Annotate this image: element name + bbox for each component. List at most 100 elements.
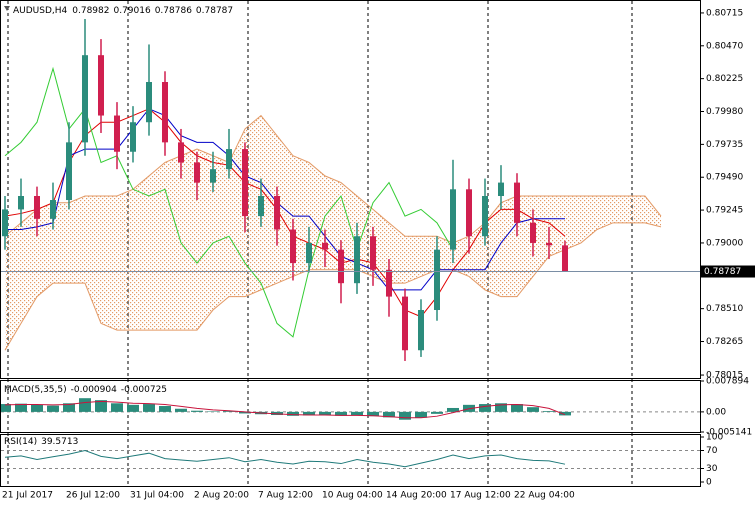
- candle-body: [546, 242, 552, 246]
- indicator-line: [5, 108, 565, 291]
- candle-body: [354, 236, 360, 284]
- candle-body: [162, 82, 168, 143]
- macd-bar: [303, 411, 315, 416]
- y-tick-label: 0: [706, 478, 712, 488]
- x-tick-label: 14 Aug 20:00: [386, 491, 447, 501]
- rsi-frame: [0, 434, 701, 487]
- candle-body: [482, 196, 488, 237]
- candle-body: [130, 122, 136, 152]
- last-low: 0.78786: [155, 6, 192, 16]
- x-tick-label: 21 Jul 2017: [2, 491, 53, 501]
- macd-bar: [175, 408, 187, 412]
- candle-body: [450, 189, 456, 250]
- macd-last: -0.000904: [71, 385, 117, 395]
- candle-body: [114, 115, 120, 152]
- macd-bar: [159, 406, 171, 412]
- macd-bar: [223, 411, 235, 412]
- x-tick-label: 17 Aug 12:00: [450, 491, 511, 501]
- candle-body: [66, 142, 72, 201]
- x-tick-label: 7 Aug 12:00: [258, 491, 313, 501]
- candle-body: [226, 149, 232, 170]
- rsi-last: 39.5713: [41, 437, 78, 447]
- macd-bar: [319, 411, 331, 416]
- candle-body: [210, 169, 216, 183]
- macd-bar: [111, 403, 123, 412]
- candle-body: [418, 310, 424, 351]
- macd-bar: [95, 400, 107, 412]
- symbol: AUDUSD,H4: [13, 6, 68, 16]
- plot-layer: [0, 1, 700, 486]
- y-tick-label: 0.80715: [706, 8, 743, 18]
- cloud: [5, 115, 661, 351]
- main-header: AUDUSD,H4 0.78982 0.79016 0.78786 0.78787: [13, 6, 233, 16]
- y-tick-label: 70: [706, 446, 718, 456]
- last-open: 0.78982: [72, 6, 109, 16]
- y-tick-label: 0.78015: [706, 371, 743, 381]
- main-frame: [0, 0, 701, 379]
- macd-bar: [367, 411, 379, 417]
- candle-body: [402, 296, 408, 351]
- macd-bar: [0, 404, 11, 412]
- y-tick-label: 0.80470: [706, 41, 743, 51]
- y-tick-label: -0.005141: [706, 428, 752, 438]
- rsi-line: [4, 449, 566, 468]
- candle-body: [514, 182, 520, 223]
- price-tag: [701, 265, 755, 278]
- candle-body: [386, 269, 392, 297]
- candle-body: [34, 196, 40, 219]
- candle-body: [274, 196, 280, 230]
- y-tick-label: 0.007894: [706, 377, 749, 387]
- candle-body: [498, 182, 504, 197]
- y-tick-label: 0.79000: [706, 238, 743, 248]
- macd-bar: [543, 411, 555, 412]
- macd-bar: [527, 407, 539, 412]
- macd-bar: [383, 411, 395, 418]
- x-tick-label: 22 Aug 04:00: [514, 491, 575, 501]
- macd-bar: [559, 411, 571, 416]
- last-close: 0.78787: [196, 6, 233, 16]
- candle-body: [322, 242, 328, 250]
- y-tick-label: 0.79245: [706, 206, 743, 216]
- macd-bar: [479, 404, 491, 412]
- macd-bar: [511, 404, 523, 412]
- macd-bar: [63, 403, 75, 412]
- macd-bar: [399, 411, 411, 420]
- price-tag-label: 0.78787: [704, 267, 741, 277]
- macd-bar: [207, 411, 219, 412]
- y-tick-label: 0.00: [706, 407, 726, 417]
- candle-body: [146, 82, 152, 123]
- macd-frame: [0, 380, 701, 433]
- macd-bar: [47, 405, 59, 412]
- y-tick-label: 0.79980: [706, 107, 743, 117]
- macd-bar: [335, 411, 347, 416]
- x-tick-label: 2 Aug 20:00: [194, 491, 249, 501]
- candle-body: [178, 142, 184, 163]
- candle-body: [2, 209, 8, 237]
- candle-body: [98, 55, 104, 116]
- macd-bar: [191, 410, 203, 412]
- macd-bar: [495, 403, 507, 412]
- macd-title: MACD(5,35,5): [4, 385, 67, 395]
- signal-line: [4, 400, 566, 419]
- rsi-title: RSI(14): [4, 437, 37, 447]
- macd-bar: [239, 411, 251, 414]
- y-tick-label: 30: [706, 464, 718, 474]
- macd-bar: [415, 411, 427, 418]
- candle-body: [306, 242, 312, 264]
- y-tick-label: 0.78265: [706, 337, 743, 347]
- candle-body: [258, 196, 264, 217]
- candle-body: [18, 196, 24, 210]
- macd-bar: [143, 404, 155, 412]
- macd-bar: [287, 411, 299, 416]
- candle-body: [194, 162, 200, 183]
- candle-body: [562, 245, 568, 272]
- candle-body: [338, 249, 344, 284]
- y-tick-label: 0.79735: [706, 140, 743, 150]
- y-tick-label: 100: [706, 433, 723, 443]
- x-tick-label: 10 Aug 04:00: [322, 491, 383, 501]
- macd-bar: [447, 407, 459, 412]
- candle-body: [434, 249, 440, 311]
- candle-body: [50, 200, 56, 219]
